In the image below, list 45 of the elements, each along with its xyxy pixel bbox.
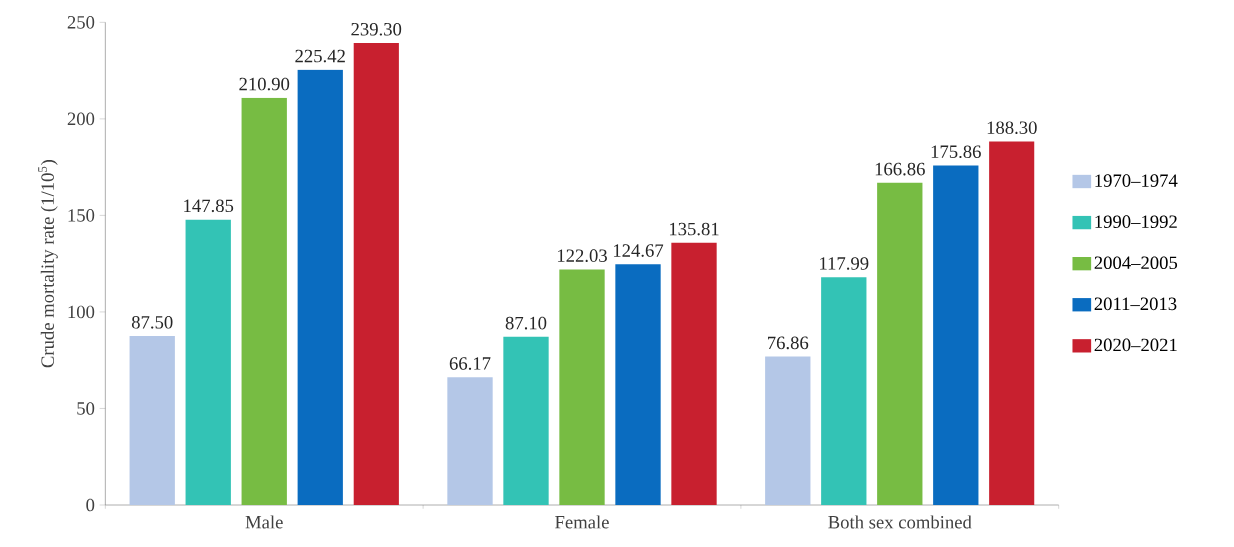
y-tick-label: 100	[68, 305, 95, 319]
data-label: 225.42	[295, 49, 345, 63]
legend-label: 2020–2021	[1094, 338, 1177, 352]
data-label: 76.86	[768, 336, 809, 350]
data-label: 124.67	[613, 244, 664, 257]
y-tick-label: 200	[67, 112, 95, 126]
legend-label: 1970–1974	[1095, 174, 1178, 187]
bar	[989, 141, 1035, 505]
data-label: 210.90	[239, 77, 290, 91]
data-label: 135.81	[669, 222, 719, 236]
y-tick-label: 50	[77, 402, 95, 415]
y-axis-title: Crude mortality rate (1/10$^{5}$)	[38, 160, 58, 368]
bar	[933, 165, 979, 505]
bar	[353, 42, 399, 505]
bar	[447, 377, 493, 505]
data-label: 66.17	[449, 357, 491, 370]
y-tick-label: 0	[86, 498, 95, 512]
data-label: 239.30	[351, 22, 402, 36]
bar	[877, 182, 923, 505]
data-label: 122.03	[557, 249, 607, 263]
data-label: 147.85	[184, 199, 234, 213]
bar	[559, 269, 605, 505]
bar	[821, 277, 867, 505]
bar	[503, 336, 549, 505]
bar	[671, 242, 717, 505]
data-label: 175.86	[931, 145, 981, 159]
legend-label: 2004–2005	[1094, 256, 1178, 270]
legend-label: 1990–1992	[1095, 215, 1177, 228]
bar	[297, 69, 343, 505]
bar	[615, 264, 661, 505]
bar	[765, 356, 811, 505]
x-tick-label: Male	[245, 515, 283, 529]
bar	[129, 336, 175, 505]
bar	[185, 219, 231, 505]
bar	[241, 97, 287, 505]
data-label: 117.99	[820, 257, 869, 270]
y-tick-label: 250	[67, 16, 95, 29]
legend-label: 2011–2013	[1094, 297, 1177, 311]
x-tick-label: Both sex combined	[828, 515, 972, 529]
x-tick-label: Female	[555, 515, 609, 529]
data-label: 166.86	[875, 162, 925, 176]
data-label: 188.30	[987, 121, 1037, 135]
data-label: 87.50	[131, 316, 173, 329]
y-tick-label: 150	[68, 209, 95, 222]
data-label: 87.10	[505, 316, 547, 330]
